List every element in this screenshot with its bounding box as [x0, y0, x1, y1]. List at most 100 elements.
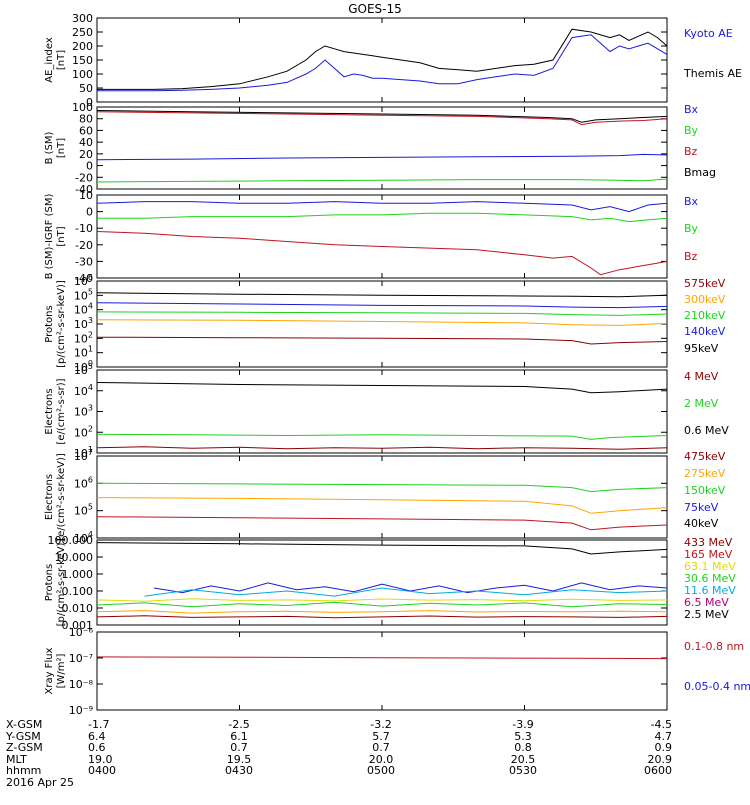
panel-bigrf: -40 -30 -20 -10 0 10 B (SM)-IGRF (SM) [nT] Bx By B…	[44, 189, 699, 285]
y-tick-label: 105	[74, 287, 93, 302]
y-axis-label: [p/(cm²-s-sr-keV)]	[56, 539, 67, 627]
series-line-575kev	[96, 292, 668, 298]
y-tick-label: 300	[72, 12, 93, 25]
legend-entry: By	[684, 124, 699, 137]
y-tick-label: 103	[74, 316, 93, 331]
y-tick-label: -30	[75, 255, 93, 268]
y-tick-label: 101	[74, 345, 93, 360]
y-tick-label: 200	[72, 40, 93, 53]
y-tick-label: 0.001	[62, 619, 94, 632]
series-line-2-mev	[96, 433, 668, 440]
x-axis-value: 0.6	[88, 741, 106, 754]
series-line-0-1-0-8-nm	[96, 656, 668, 660]
y-tick-label: 250	[72, 26, 93, 39]
y-tick-label: -20	[75, 171, 93, 184]
date-label: 2016 Apr 25	[6, 776, 74, 789]
series-line-0-6-mev	[96, 382, 668, 394]
series-line-475kev	[96, 516, 668, 531]
y-axis-label: [e/(cm²-s-sr)]	[56, 378, 67, 444]
x-axis-value: 0.8	[514, 741, 532, 754]
y-tick-label: 100	[72, 101, 93, 114]
x-axis-value: 0530	[509, 764, 537, 777]
y-axis-label: Protons	[44, 305, 55, 342]
y-tick-label: 103	[74, 404, 93, 419]
x-axis-row-label: Z-GSM	[6, 741, 43, 754]
legend-entry: 300keV	[684, 293, 726, 306]
panel-protons2: 0.001 0.010 0.100 1.000 10.000 100.000 Protons…	[44, 534, 736, 632]
y-axis-label: Electrons	[44, 474, 55, 520]
y-tick-label: 1.000	[62, 568, 94, 581]
y-axis-label: [p/(cm²-s-sr-keV)]	[56, 280, 67, 368]
y-axis-label: B (SM)-IGRF (SM)	[44, 194, 55, 280]
x-axis-value: 0400	[88, 764, 116, 777]
legend-entry: 2 MeV	[684, 397, 719, 410]
series-line-bx	[96, 201, 668, 213]
x-axis-value: 19.5	[227, 753, 252, 766]
y-tick-label: 102	[74, 424, 93, 439]
legend-entry: Kyoto AE	[684, 27, 733, 40]
series-line-433-mev	[96, 615, 668, 619]
y-axis-label: Electrons	[44, 388, 55, 434]
series-line-150kev	[96, 482, 668, 493]
y-tick-label: 105	[74, 503, 93, 518]
y-tick-label: 10	[79, 189, 93, 202]
x-axis-row-label: Y-GSM	[5, 730, 41, 743]
series-line-by	[96, 178, 668, 183]
legend-entry: 30.6 MeV	[684, 572, 736, 585]
x-axis-value: 19.0	[88, 753, 113, 766]
y-tick-label: 106	[74, 475, 93, 490]
legend-entry: Bmag	[684, 166, 716, 179]
series-line-bmag	[96, 110, 668, 123]
y-tick-label: 100	[72, 68, 93, 81]
x-axis-value: -1.7	[88, 718, 109, 731]
legend-entry: 0.05-0.4 nm	[684, 680, 750, 693]
y-tick-label: 100.000	[48, 534, 94, 547]
y-tick-label: 10⁻⁸	[69, 678, 94, 691]
y-tick-label: 10⁻⁶	[69, 626, 94, 639]
series-line-63-1-mev	[96, 598, 668, 602]
y-axis-label: Xray Flux	[44, 647, 55, 694]
series-line-themis-ae	[97, 28, 668, 90]
series-line-165-mev	[96, 610, 668, 614]
legend-entry: 275keV	[684, 467, 726, 480]
panel-frame	[96, 455, 668, 539]
series-line-by	[97, 212, 668, 223]
panel-frame	[96, 106, 668, 190]
y-tick-label: 106	[74, 273, 93, 288]
x-axis-value: 0500	[367, 764, 395, 777]
legend-entry: 6.5 MeV	[684, 596, 729, 609]
legend-entry: 11.6 MeV	[684, 584, 736, 597]
y-tick-label: 107	[74, 448, 93, 463]
chart-title: GOES-15	[348, 2, 402, 16]
legend-entry: Bx	[684, 195, 699, 208]
y-tick-label: -40	[75, 272, 93, 285]
legend-entry: Themis AE	[683, 67, 742, 80]
legend-entry: 95keV	[684, 342, 719, 355]
legend-entry: 475keV	[684, 450, 726, 463]
x-axis-value: 0.9	[655, 741, 673, 754]
y-tick-label: 0	[86, 160, 93, 173]
legend-entry: By	[684, 222, 699, 235]
y-tick-label: 104	[74, 383, 93, 398]
series-line-kyoto-ae	[97, 34, 668, 92]
legend-entry: 4 MeV	[684, 370, 719, 383]
series-line-95kev	[96, 336, 668, 345]
series-line-6-5-mev	[144, 587, 668, 597]
y-tick-label: 150	[72, 54, 93, 67]
x-axis-value: -2.5	[228, 718, 249, 731]
y-tick-label: 105	[74, 362, 93, 377]
series-line-140kev	[96, 319, 668, 326]
y-axis-label: [nT]	[56, 50, 67, 70]
series-line-210kev	[96, 311, 668, 316]
y-tick-label: 40	[79, 136, 93, 149]
x-axis-value: 20.0	[369, 753, 394, 766]
y-tick-label: -40	[75, 183, 93, 196]
legend-entry: 210keV	[684, 309, 726, 322]
y-tick-label: 102	[74, 330, 93, 345]
legend-entry: 63.1 MeV	[684, 560, 736, 573]
y-tick-label: 10.000	[55, 551, 94, 564]
